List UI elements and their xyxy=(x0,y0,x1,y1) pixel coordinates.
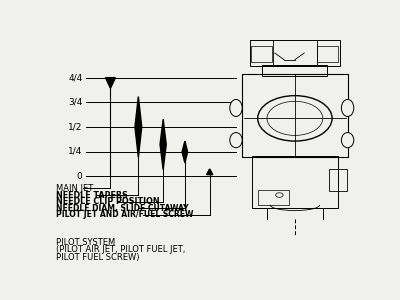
Text: NEEDLE DIAM, SLIDE CUTAWAY: NEEDLE DIAM, SLIDE CUTAWAY xyxy=(56,204,189,213)
Bar xyxy=(317,46,338,62)
Ellipse shape xyxy=(341,133,354,148)
Polygon shape xyxy=(182,141,188,163)
Text: 4/4: 4/4 xyxy=(68,73,82,82)
Text: NEEDLE CLIP POSITION: NEEDLE CLIP POSITION xyxy=(56,197,160,206)
Text: PILOT FUEL SCREW): PILOT FUEL SCREW) xyxy=(56,253,140,262)
Bar xyxy=(242,74,348,157)
Ellipse shape xyxy=(230,133,242,148)
Text: PILOT SYSTEM: PILOT SYSTEM xyxy=(56,238,116,247)
Text: NEEDLE TAPERS: NEEDLE TAPERS xyxy=(56,191,128,200)
Ellipse shape xyxy=(341,99,354,116)
Polygon shape xyxy=(106,78,116,88)
Text: 1/4: 1/4 xyxy=(68,147,82,156)
Text: (PILOT AIR JET, PILOT FUEL JET,: (PILOT AIR JET, PILOT FUEL JET, xyxy=(56,245,186,254)
Text: 3/4: 3/4 xyxy=(68,98,82,107)
Polygon shape xyxy=(160,119,166,170)
Polygon shape xyxy=(206,169,213,175)
Bar xyxy=(258,190,289,206)
Text: 1/2: 1/2 xyxy=(68,122,82,131)
Text: 0: 0 xyxy=(77,172,82,181)
Bar xyxy=(262,65,328,76)
Bar xyxy=(329,169,347,191)
Bar xyxy=(250,40,340,66)
Polygon shape xyxy=(135,97,142,157)
Ellipse shape xyxy=(230,99,242,116)
Text: PILOT JET AND AIR/FUEL SCREW: PILOT JET AND AIR/FUEL SCREW xyxy=(56,210,194,219)
Bar xyxy=(251,46,272,62)
Text: MAIN JET: MAIN JET xyxy=(56,184,94,193)
Bar xyxy=(252,156,338,208)
